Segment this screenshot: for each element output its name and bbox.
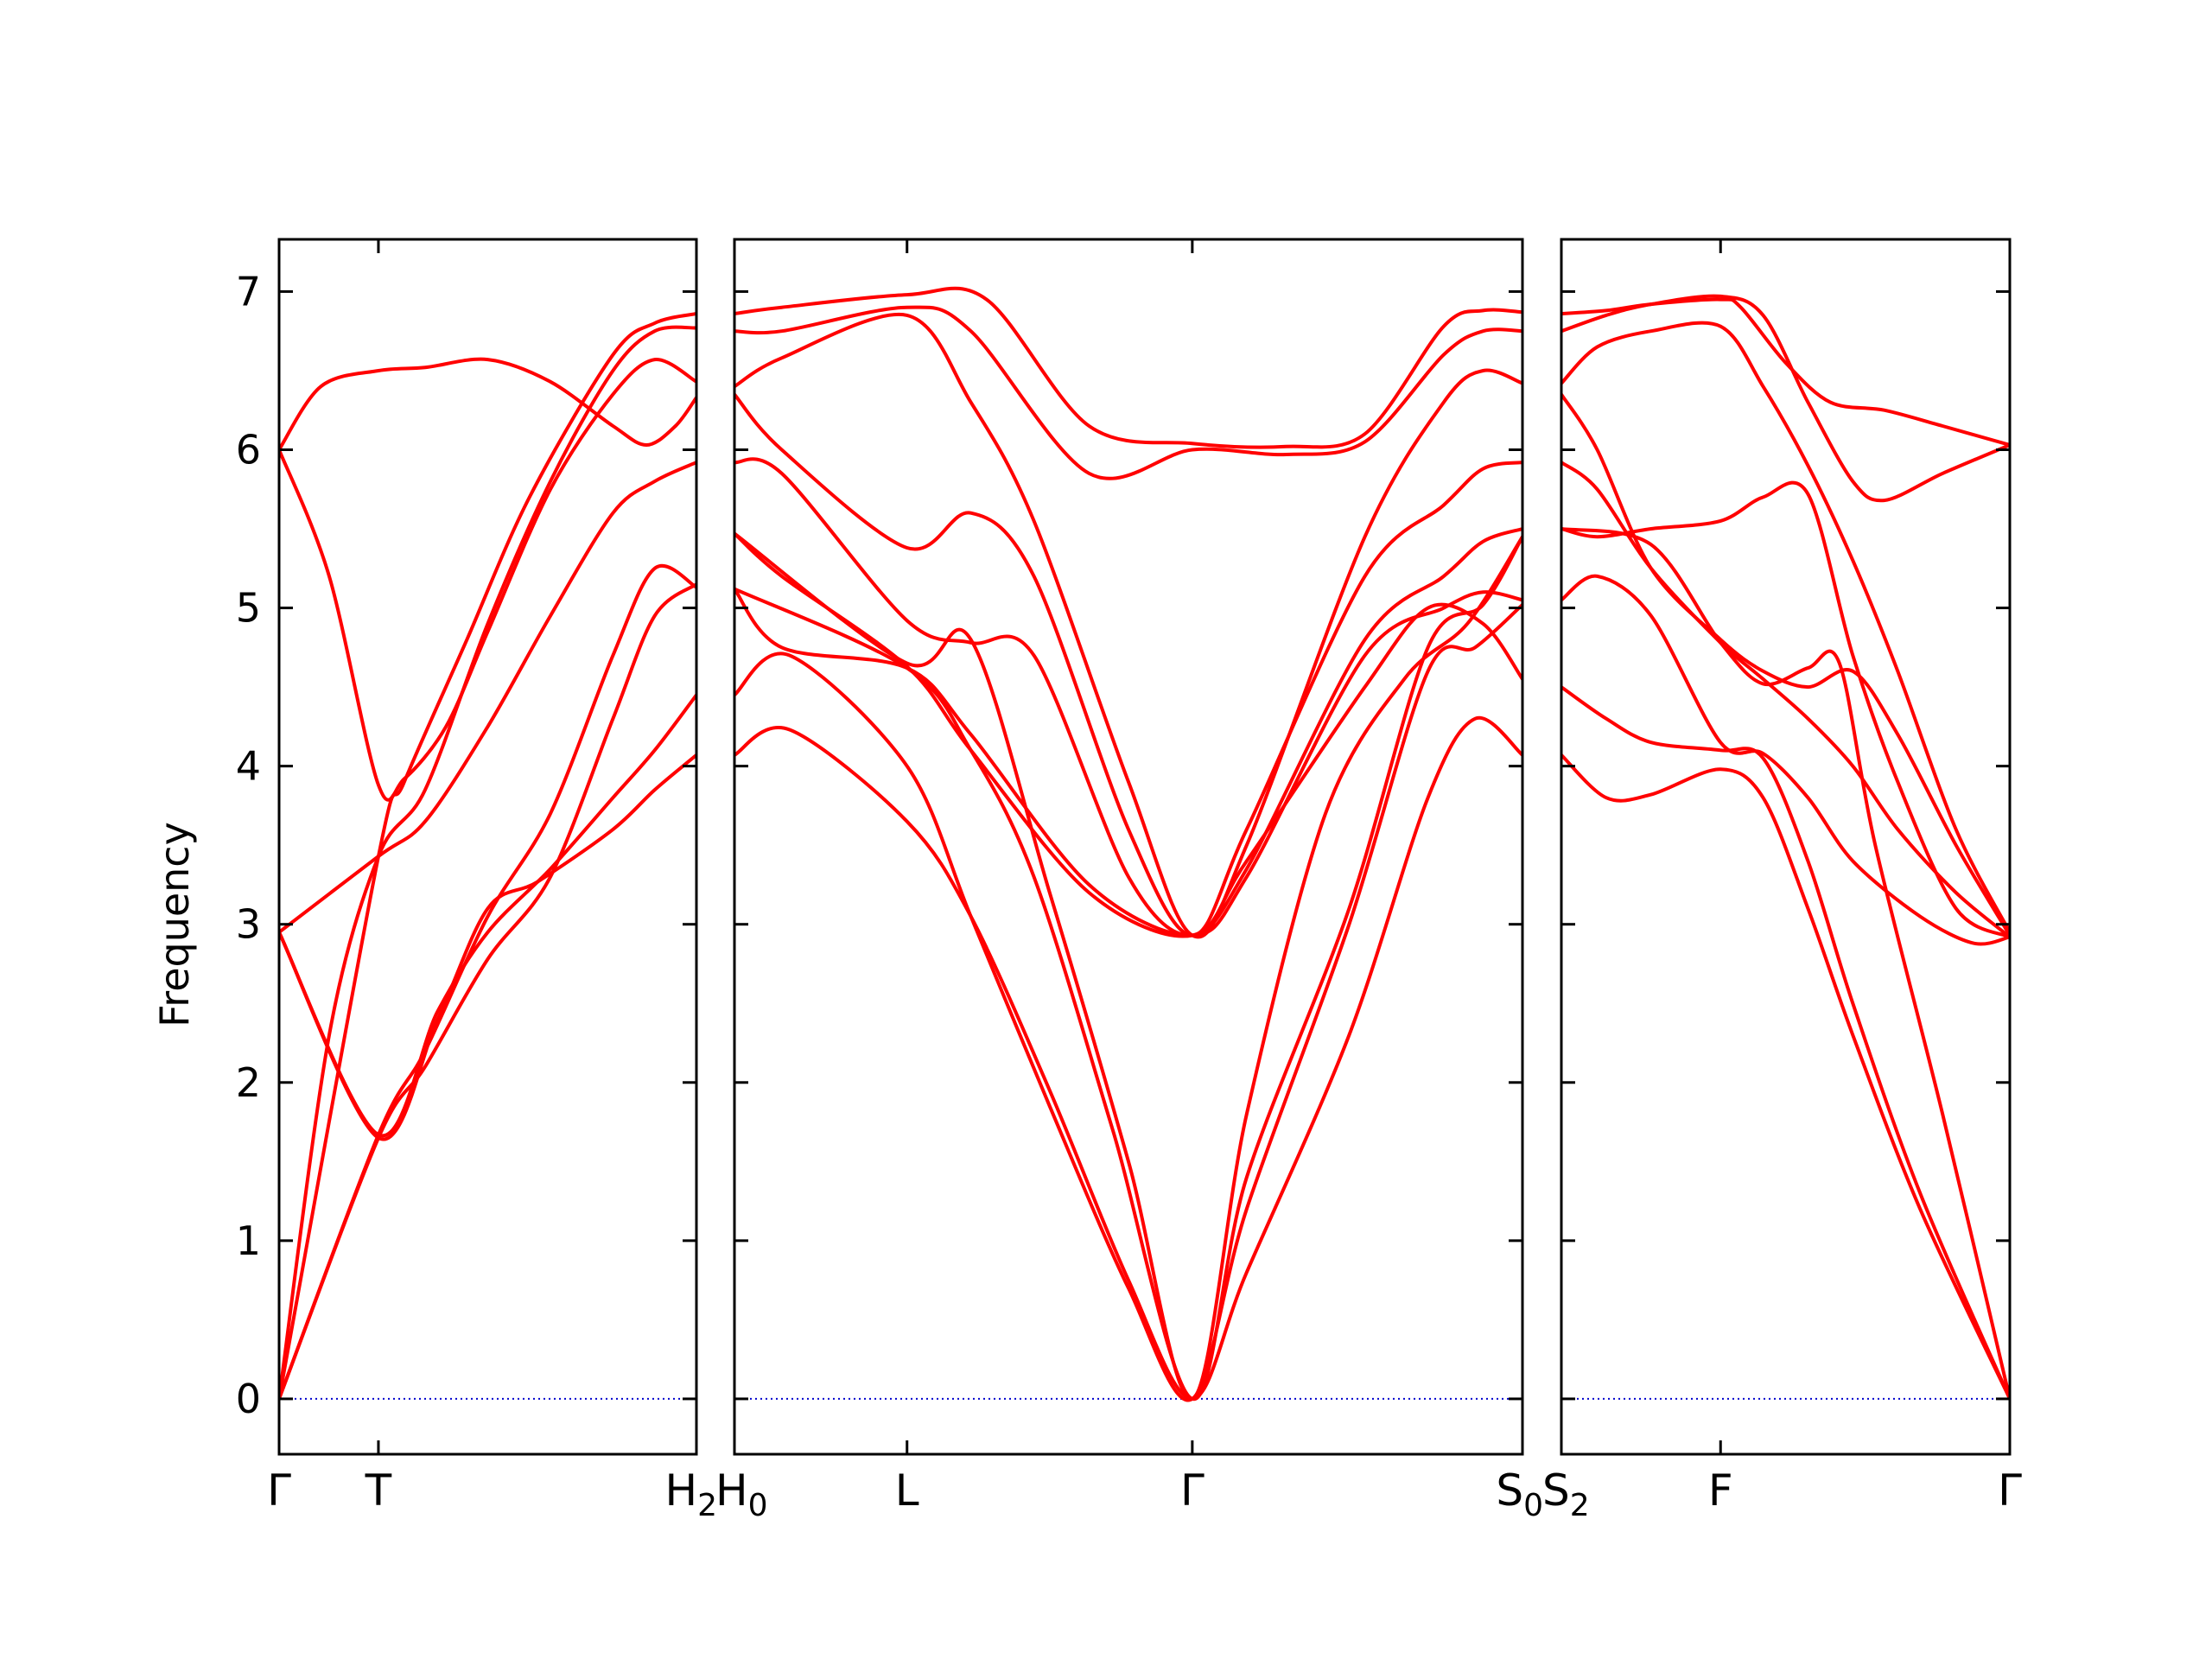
x-tick-label: Γ <box>1998 1465 2022 1516</box>
band-line <box>1561 527 2010 1401</box>
band-line <box>279 312 696 1401</box>
bands <box>1561 294 2010 1401</box>
band-line <box>1561 685 2010 1401</box>
band-line <box>279 753 696 1141</box>
band-line <box>1561 294 2010 503</box>
band-line <box>734 715 1522 1401</box>
y-tick-label: 7 <box>236 268 261 315</box>
band-line <box>1561 480 2010 939</box>
x-tick-label: Γ <box>1180 1465 1205 1516</box>
band-line <box>734 305 1522 480</box>
band-line <box>734 457 1522 938</box>
band-line <box>734 286 1522 449</box>
y-axis-label: Frequency <box>151 822 198 1027</box>
x-tick-label: S2 <box>1542 1465 1590 1523</box>
band-line <box>734 392 1522 938</box>
y-tick-label: 1 <box>236 1217 261 1264</box>
y-tick-label: 4 <box>236 743 261 790</box>
y-tick-label: 2 <box>236 1059 261 1106</box>
band-line <box>279 693 696 1138</box>
y-tick-label: 3 <box>236 901 261 948</box>
x-tick-label: H2 <box>664 1465 717 1523</box>
panel-frame <box>1560 238 2012 1456</box>
band-line <box>734 602 1522 1402</box>
band-line <box>734 535 1522 1401</box>
band-line <box>734 587 1522 938</box>
x-tick-label: S0 <box>1496 1465 1543 1523</box>
band-line <box>279 358 696 802</box>
band-line <box>279 325 696 1401</box>
y-tick-label: 6 <box>236 426 261 473</box>
panel-frame <box>733 238 1524 1456</box>
band-line <box>1561 321 2010 934</box>
x-tick-label: Γ <box>267 1465 291 1516</box>
band-line <box>734 312 1522 939</box>
band-line <box>279 582 696 1401</box>
y-tick-label: 0 <box>236 1376 261 1422</box>
band-line <box>279 461 696 934</box>
x-tick-label: L <box>895 1465 919 1516</box>
bands <box>734 286 1522 1402</box>
band-line <box>1561 392 2010 938</box>
x-tick-label: F <box>1708 1465 1733 1516</box>
band-line <box>279 357 696 452</box>
panel-3: S2 F Γ <box>1542 238 2022 1523</box>
band-line <box>1561 574 2010 946</box>
panel-1: Γ T H2 <box>267 238 717 1523</box>
panel-2: H0 L Γ S0 <box>715 238 1543 1523</box>
y-tick-label: 5 <box>236 585 261 632</box>
band-line <box>279 564 696 1401</box>
band-line <box>734 531 1522 1401</box>
x-tick-label: T <box>365 1465 392 1516</box>
x-tick-label: H0 <box>715 1465 768 1523</box>
panel-frame <box>277 238 698 1456</box>
y-tick-labels: 0 1 2 3 4 5 6 7 <box>236 268 261 1422</box>
bands <box>279 312 696 1401</box>
band-line <box>1561 753 2010 1401</box>
